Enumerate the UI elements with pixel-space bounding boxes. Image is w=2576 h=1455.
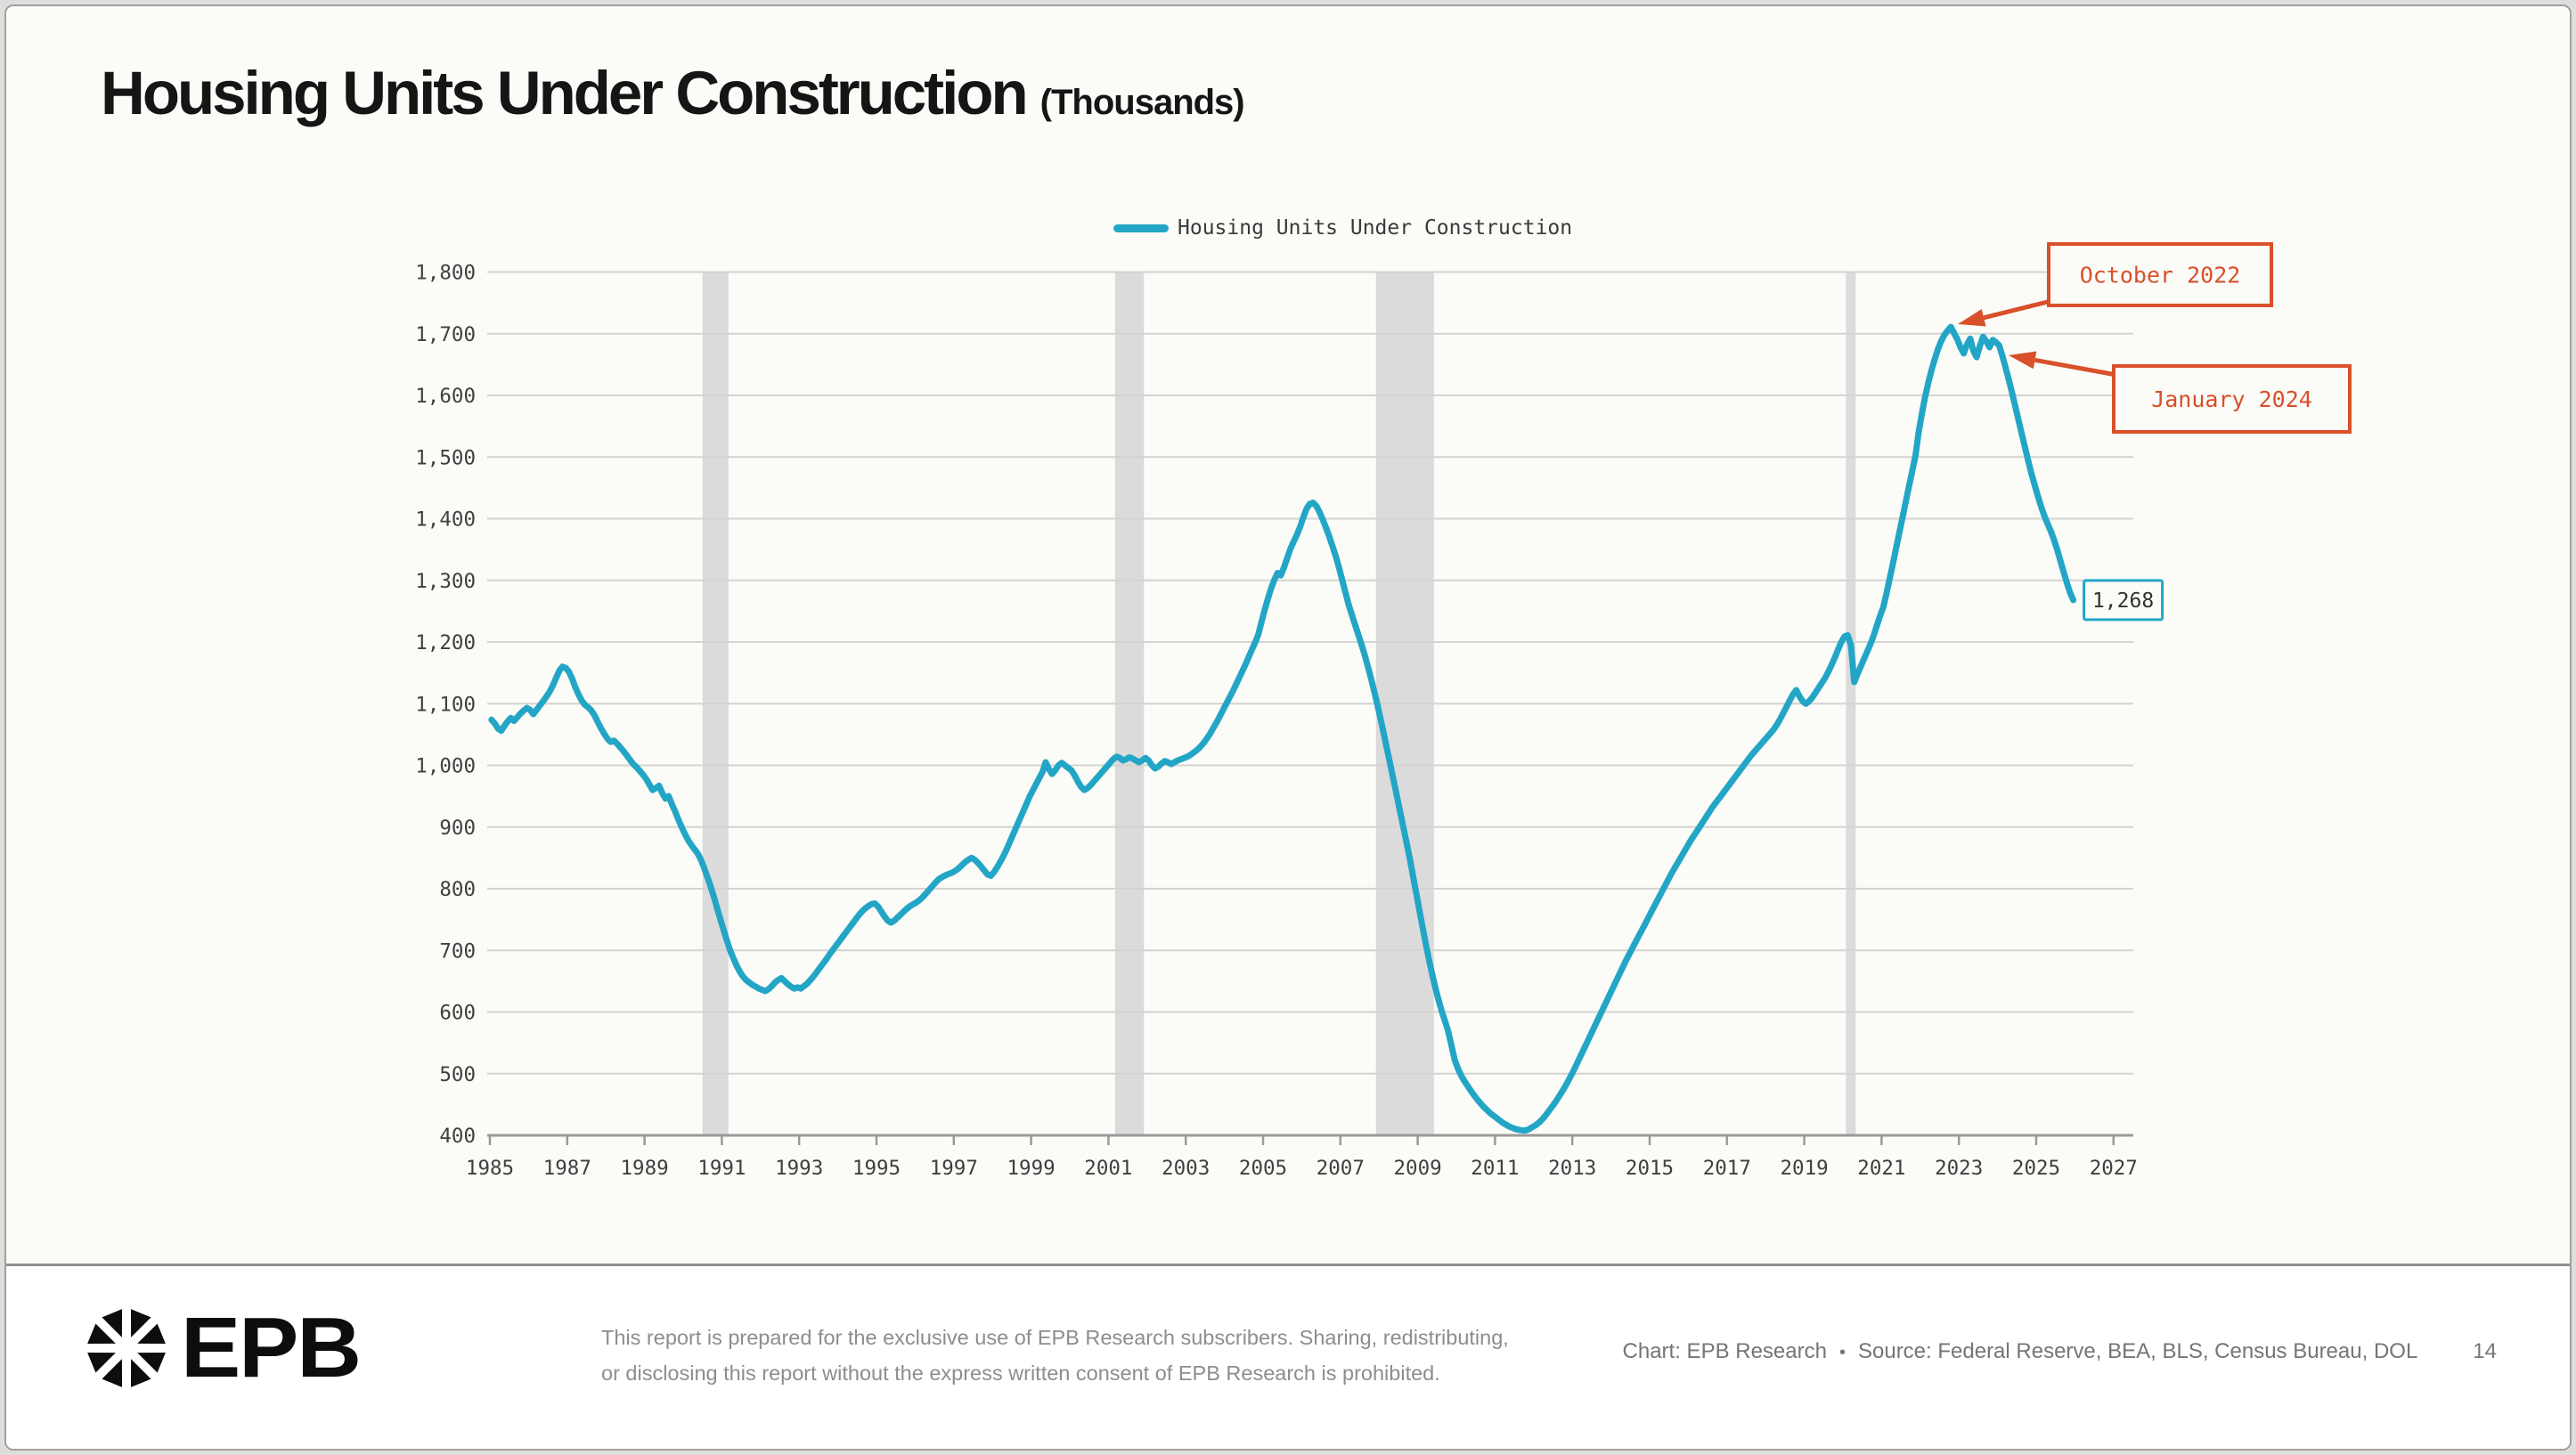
x-tick-label: 2009	[1394, 1157, 1442, 1180]
credits: Chart: EPB Research • Source: Federal Re…	[1623, 1339, 2497, 1364]
x-tick-label: 1999	[1007, 1157, 1056, 1180]
y-tick-label: 1,600	[415, 385, 476, 408]
line-chart: 1985 1987 1989 1991 1993 1995 1997 1999 2001 2003…	[415, 242, 2352, 1180]
chart-title: Housing Units Under Construction	[101, 59, 1029, 127]
logo-wedge	[130, 1309, 151, 1337]
disclaimer-line-1: This report is prepared for the exclusiv…	[601, 1326, 1509, 1349]
x-tick-label: 1997	[930, 1157, 978, 1180]
x-tick-label: 2015	[1626, 1157, 1674, 1180]
x-tick-label: 1989	[621, 1157, 669, 1180]
x-tick-label: 2027	[2090, 1157, 2138, 1180]
x-tick-label: 2007	[1317, 1157, 1365, 1180]
annotation-label: October 2022	[2080, 263, 2241, 289]
x-tick-label: 2001	[1084, 1157, 1132, 1180]
y-tick-label: 800	[439, 878, 476, 901]
legend-line-swatch	[1113, 224, 1169, 232]
x-tick-label: 2021	[1857, 1157, 1905, 1180]
epb-logo-text: EPB	[181, 1300, 362, 1395]
x-tick-label: 2017	[1703, 1157, 1751, 1180]
logo-wedge	[130, 1359, 151, 1387]
annotation-arrowhead	[1958, 309, 1986, 327]
page-number: 14	[2473, 1339, 2497, 1363]
chart-title-unit: (Thousands)	[1039, 83, 1245, 122]
annotation-box	[2112, 364, 2352, 434]
x-tick-label: 1995	[852, 1157, 901, 1180]
x-tick-label: 1987	[543, 1157, 591, 1180]
y-tick-label: 1,800	[415, 262, 476, 285]
y-tick-label: 1,700	[415, 323, 476, 346]
chart-credit: Chart: EPB Research	[1622, 1339, 1827, 1363]
footer: EPB This report is prepared for the excl…	[6, 1264, 2570, 1449]
epb-logo-icon	[87, 1309, 166, 1387]
x-tick-label: 1993	[775, 1157, 823, 1180]
latest-value-label: 1,268	[2092, 589, 2154, 613]
y-tick-label: 900	[439, 817, 476, 840]
logo-wedge	[102, 1309, 123, 1337]
page-title: Housing Units Under Construction (Thousa…	[101, 58, 1245, 128]
latest-value-box	[2083, 579, 2164, 622]
x-tick-label: 2003	[1162, 1157, 1210, 1180]
credit-separator: •	[1838, 1343, 1846, 1362]
y-tick-label: 1,100	[415, 693, 476, 716]
annotation-box	[2047, 242, 2273, 307]
slide: Housing Units Under Construction (Thousa…	[4, 4, 2572, 1451]
logo-wedge	[87, 1352, 116, 1373]
x-tick-label: 1985	[466, 1157, 514, 1180]
y-tick-label: 600	[439, 1002, 476, 1025]
y-tick-label: 400	[439, 1125, 476, 1148]
x-tick-label: 2023	[1935, 1157, 1983, 1180]
source-credit: Source: Federal Reserve, BEA, BLS, Censu…	[1857, 1339, 2418, 1363]
x-tick-label: 2005	[1239, 1157, 1287, 1180]
y-tick-label: 1,200	[415, 631, 476, 654]
annotation-label: January 2024	[2151, 386, 2312, 412]
x-tick-label: 2025	[2012, 1157, 2060, 1180]
series-line	[488, 323, 2077, 1134]
x-tick-label: 2019	[1781, 1157, 1829, 1180]
logo-wedge	[137, 1323, 166, 1345]
y-tick-label: 1,000	[415, 755, 476, 778]
logo-wedge	[102, 1359, 123, 1387]
chart-legend: Housing Units Under Construction	[1113, 216, 1572, 240]
y-tick-label: 500	[439, 1063, 476, 1086]
y-tick-label: 1,500	[415, 446, 476, 469]
legend-label: Housing Units Under Construction	[1178, 216, 1573, 240]
annotation-arrowhead	[2009, 351, 2037, 370]
x-tick-label: 2011	[1471, 1157, 1519, 1180]
annotation-arrow	[1983, 298, 2052, 321]
x-tick-label: 2013	[1548, 1157, 1596, 1180]
logo-wedge	[137, 1352, 166, 1373]
annotation-arrow	[2034, 357, 2117, 378]
epb-logo: EPB	[85, 1305, 362, 1391]
disclaimer-text: This report is prepared for the exclusiv…	[601, 1320, 1509, 1391]
disclaimer-line-2: or disclosing this report without the ex…	[601, 1362, 1440, 1385]
y-tick-label: 700	[439, 939, 476, 963]
y-tick-label: 1,300	[415, 570, 476, 593]
x-tick-label: 1991	[697, 1157, 746, 1180]
y-tick-label: 1,400	[415, 508, 476, 532]
logo-wedge	[87, 1323, 116, 1345]
